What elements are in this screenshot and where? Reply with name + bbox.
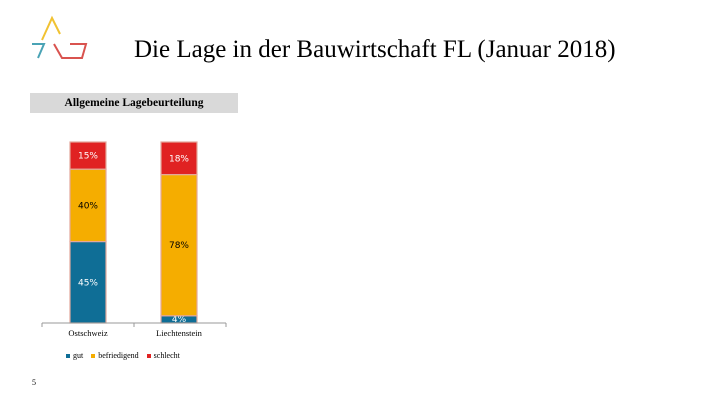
data-label-schlecht-liechtenstein: 18% — [169, 154, 189, 164]
data-label-befriedigend-liechtenstein: 78% — [169, 241, 189, 251]
x-tick-label: Ostschweiz — [68, 328, 107, 338]
data-label-gut-liechtenstein: 4% — [172, 315, 187, 325]
legend-item-schlecht: schlecht — [146, 351, 180, 360]
logo-red-stroke-icon — [53, 43, 88, 59]
bar-schlecht-ostschweiz — [69, 141, 107, 170]
chart-legend: gut befriedigend schlecht — [66, 351, 180, 360]
legend-item-gut: gut — [66, 351, 83, 360]
legend-label: gut — [73, 351, 84, 360]
bar-befriedigend-liechtenstein — [160, 173, 198, 317]
logo-triangle-icon — [41, 15, 61, 41]
data-label-befriedigend-ostschweiz: 40% — [78, 201, 98, 211]
data-label-schlecht-ostschweiz: 15% — [78, 152, 98, 162]
company-logo — [32, 15, 88, 59]
bar-schlecht-liechtenstein — [160, 141, 198, 176]
legend-swatch-icon — [91, 353, 96, 358]
x-tick-label: Liechtenstein — [156, 328, 203, 338]
data-label-gut-ostschweiz: 45% — [78, 278, 98, 288]
legend-label: schlecht — [153, 351, 180, 360]
legend-swatch-icon — [66, 353, 70, 358]
logo-teal-stroke-icon — [32, 43, 46, 59]
slide-title: Die Lage in der Bauwirtschaft FL (Januar… — [134, 36, 616, 63]
legend-item-befriedigend: befriedigend — [91, 351, 139, 360]
legend-swatch-icon — [146, 353, 151, 358]
chart-title: Allgemeine Lagebeurteilung — [30, 93, 238, 113]
legend-label: befriedigend — [98, 351, 139, 360]
page-number: 5 — [32, 378, 36, 387]
